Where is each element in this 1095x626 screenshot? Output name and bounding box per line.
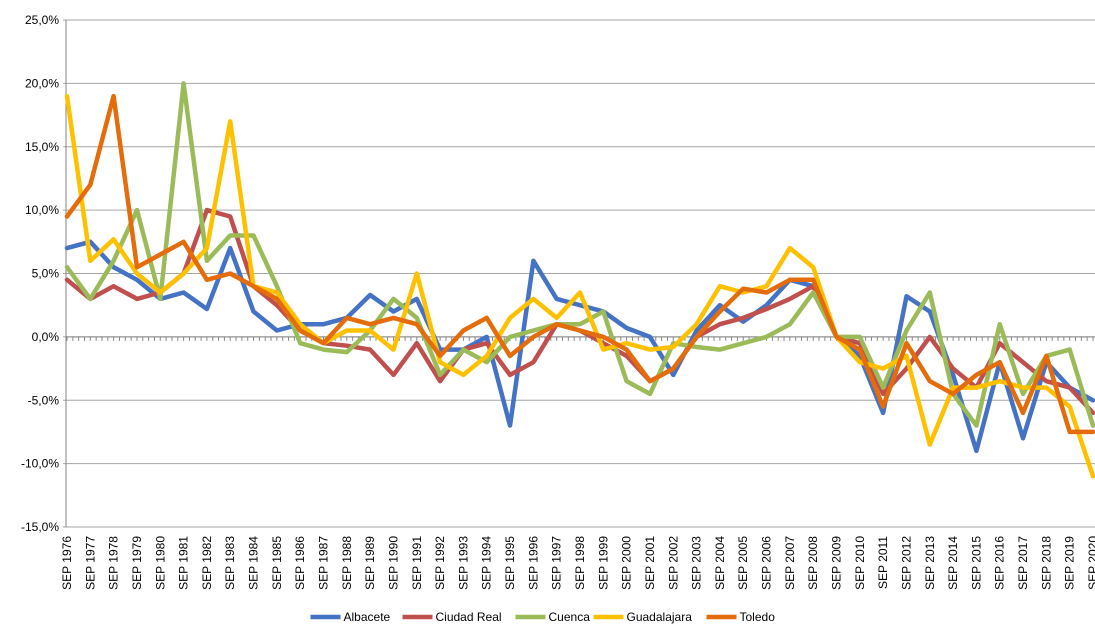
legend-label: Cuenca: [549, 610, 591, 624]
x-tick-label: SEP 1994: [480, 536, 494, 590]
x-tick-label: SEP 1980: [153, 536, 167, 590]
legend-label: Toledo: [740, 610, 776, 624]
x-tick-label: SEP 1988: [340, 536, 354, 590]
x-tick-label: SEP 1982: [200, 536, 214, 590]
x-tick-label: SEP 1992: [433, 536, 447, 590]
y-tick-label: -15,0%: [21, 520, 59, 534]
x-tick-label: SEP 2005: [736, 536, 750, 590]
legend-item: Albacete: [310, 610, 391, 624]
y-tick-label: 20,0%: [25, 76, 59, 90]
x-tick-label: SEP 2012: [899, 536, 913, 590]
x-tick-label: SEP 1993: [456, 536, 470, 590]
x-tick-label: SEP 2004: [713, 536, 727, 590]
series-line: [64, 93, 1095, 435]
x-tick-label: SEP 1979: [130, 536, 144, 590]
y-tick-label: 5,0%: [32, 267, 60, 281]
x-tick-label: SEP 2007: [783, 536, 797, 590]
x-tick-label: SEP 1985: [270, 536, 284, 590]
y-tick-label: 0,0%: [32, 330, 60, 344]
y-tick-label: 25,0%: [25, 13, 59, 27]
x-tick-label: SEP 2003: [690, 536, 704, 590]
y-tick-label: 10,0%: [25, 203, 59, 217]
x-tick-label: SEP 1983: [223, 536, 237, 590]
x-tick-label: SEP 2015: [969, 536, 983, 590]
series-line: [64, 93, 1095, 479]
x-tick-label: SEP 2014: [946, 536, 960, 590]
x-tick-label: SEP 1986: [293, 536, 307, 590]
x-tick-label: SEP 1984: [247, 536, 261, 590]
x-tick-label: SEP 1995: [503, 536, 517, 590]
x-tick-label: SEP 2013: [923, 536, 937, 590]
x-tick-label: SEP 2008: [806, 536, 820, 590]
x-tick-label: SEP 2017: [1016, 536, 1030, 590]
x-tick-label: SEP 1999: [596, 536, 610, 590]
legend-label: Albacete: [344, 610, 391, 624]
x-tick-label: SEP 1989: [363, 536, 377, 590]
x-tick-label: SEP 1998: [573, 536, 587, 590]
legend-label: Ciudad Real: [436, 610, 502, 624]
x-tick-label: SEP 2001: [643, 536, 657, 590]
legend-item: Ciudad Real: [402, 610, 502, 624]
x-tick-label: SEP 1976: [60, 536, 74, 590]
series-line: [64, 81, 1095, 428]
x-tick-label: SEP 2016: [993, 536, 1007, 590]
x-tick-label: SEP 1990: [386, 536, 400, 590]
x-tick-label: SEP 1978: [107, 536, 121, 590]
x-tick-label: SEP 2000: [620, 536, 634, 590]
legend-item: Guadalajara: [593, 610, 693, 624]
series-line: [64, 207, 1095, 416]
y-tick-label: -5,0%: [28, 393, 60, 407]
x-tick-label: SEP 1997: [550, 536, 564, 590]
x-tick-label: SEP 2011: [876, 536, 890, 589]
x-tick-label: SEP 2019: [1063, 536, 1077, 590]
x-tick-label: SEP 2020: [1086, 536, 1095, 590]
x-tick-label: SEP 1977: [83, 536, 97, 590]
x-tick-label: SEP 2006: [760, 536, 774, 590]
x-tick-label: SEP 2002: [666, 536, 680, 590]
x-tick-label: SEP 2010: [853, 536, 867, 590]
x-tick-label: SEP 2018: [1039, 536, 1053, 590]
x-tick-label: SEP 1996: [526, 536, 540, 590]
legend-label: Guadalajara: [627, 610, 693, 624]
legend-item: Cuenca: [515, 610, 591, 624]
y-tick-label: -10,0%: [21, 457, 59, 471]
x-tick-label: SEP 1981: [177, 536, 191, 590]
y-tick-label: 15,0%: [25, 140, 59, 154]
legend-item: Toledo: [706, 610, 776, 624]
x-tick-label: SEP 1987: [317, 536, 331, 590]
x-tick-label: SEP 2009: [830, 536, 844, 590]
x-tick-label: SEP 1991: [410, 536, 424, 590]
